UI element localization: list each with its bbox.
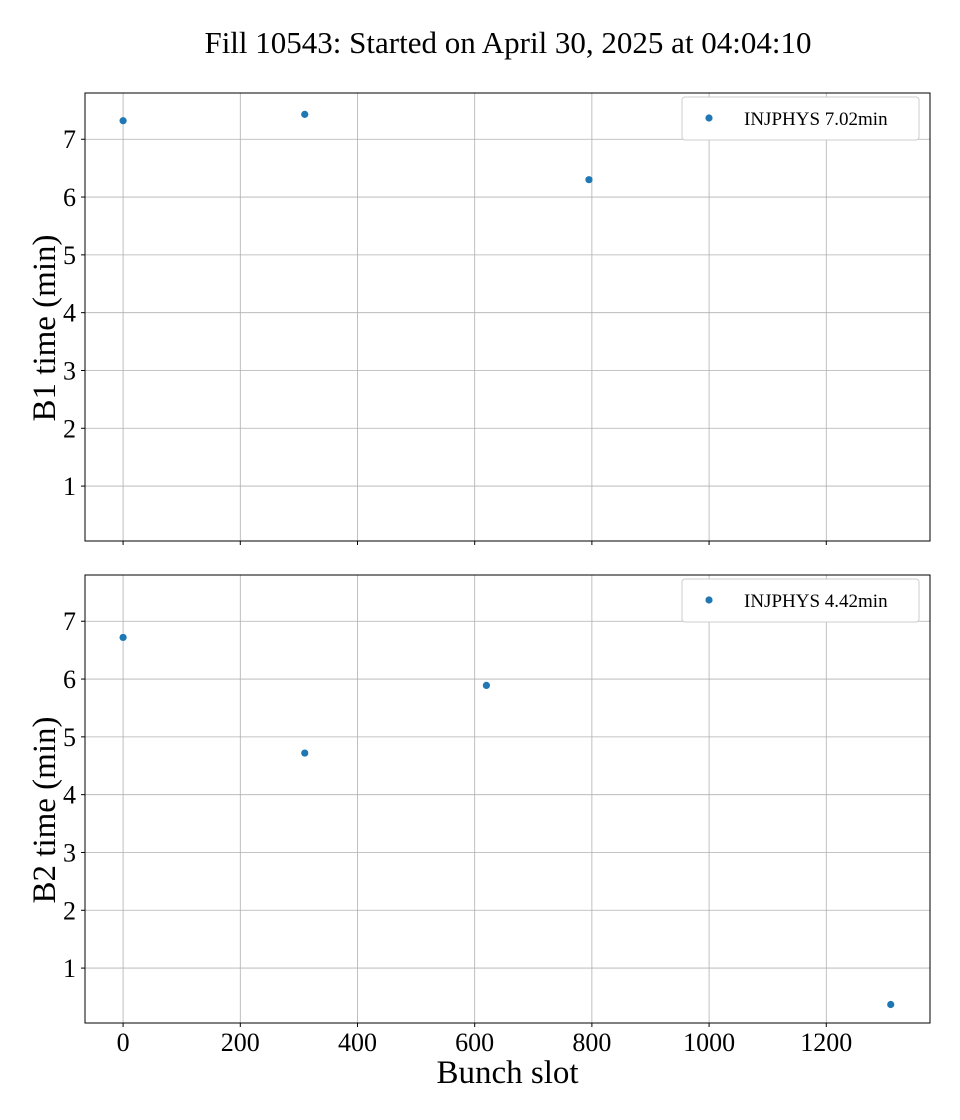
y-tick-label: 2 [63, 896, 76, 925]
y-tick-label: 4 [63, 299, 76, 328]
y-tick-label: 2 [63, 414, 76, 443]
data-point [119, 633, 127, 642]
y-tick-label: 5 [63, 241, 76, 270]
legend-marker [705, 596, 713, 604]
data-point [301, 110, 309, 118]
data-point [482, 681, 491, 690]
legend-marker [705, 114, 713, 122]
x-tick-label: 200 [221, 1028, 260, 1057]
x-tick-label: 0 [117, 1028, 130, 1057]
y-axis-label: B2 time (min) [27, 717, 63, 904]
y-tick-label: 3 [63, 356, 76, 385]
legend-box [681, 578, 920, 623]
legend-label: INJPHYS 4.42min [744, 591, 888, 612]
axes-frame [84, 92, 931, 542]
x-tick-label: 1000 [683, 1028, 735, 1057]
x-axis-label: Bunch slot [436, 1055, 578, 1091]
figure-title: Fill 10543: Started on April 30, 2025 at… [204, 25, 811, 60]
axes-frame [84, 574, 931, 1024]
panel-bottom: 0 200 400 600 800 1000 1200 1 2 3 4 5 6 7 B2 time (min… [27, 574, 931, 1091]
x-tick-label: 800 [572, 1028, 611, 1057]
data-point [887, 1000, 895, 1009]
data-point [301, 749, 309, 757]
legend: INJPHYS 7.02min [681, 96, 920, 141]
y-tick-label: 1 [63, 472, 76, 501]
y-axis-label: B1 time (min) [27, 235, 63, 422]
y-tick-label: 6 [63, 183, 76, 212]
y-tick-label: 4 [63, 781, 76, 810]
y-tick-label: 3 [63, 838, 76, 867]
panel-top: 1 2 3 4 5 6 7 B1 time (min) INJPHYS 7.02min [27, 92, 931, 545]
x-tick-label: 1200 [800, 1028, 852, 1057]
legend-box [681, 96, 920, 141]
x-tick-label: 400 [338, 1028, 377, 1057]
data-point [119, 117, 127, 125]
data-point [585, 176, 593, 184]
x-tick-label: 600 [455, 1028, 494, 1057]
y-tick-label: 7 [63, 607, 76, 636]
y-tick-label: 7 [63, 125, 76, 154]
legend-label: INJPHYS 7.02min [744, 109, 888, 130]
y-tick-label: 1 [63, 954, 76, 983]
y-tick-label: 5 [63, 723, 76, 752]
legend: INJPHYS 4.42min [681, 578, 920, 623]
y-tick-label: 6 [63, 665, 76, 694]
